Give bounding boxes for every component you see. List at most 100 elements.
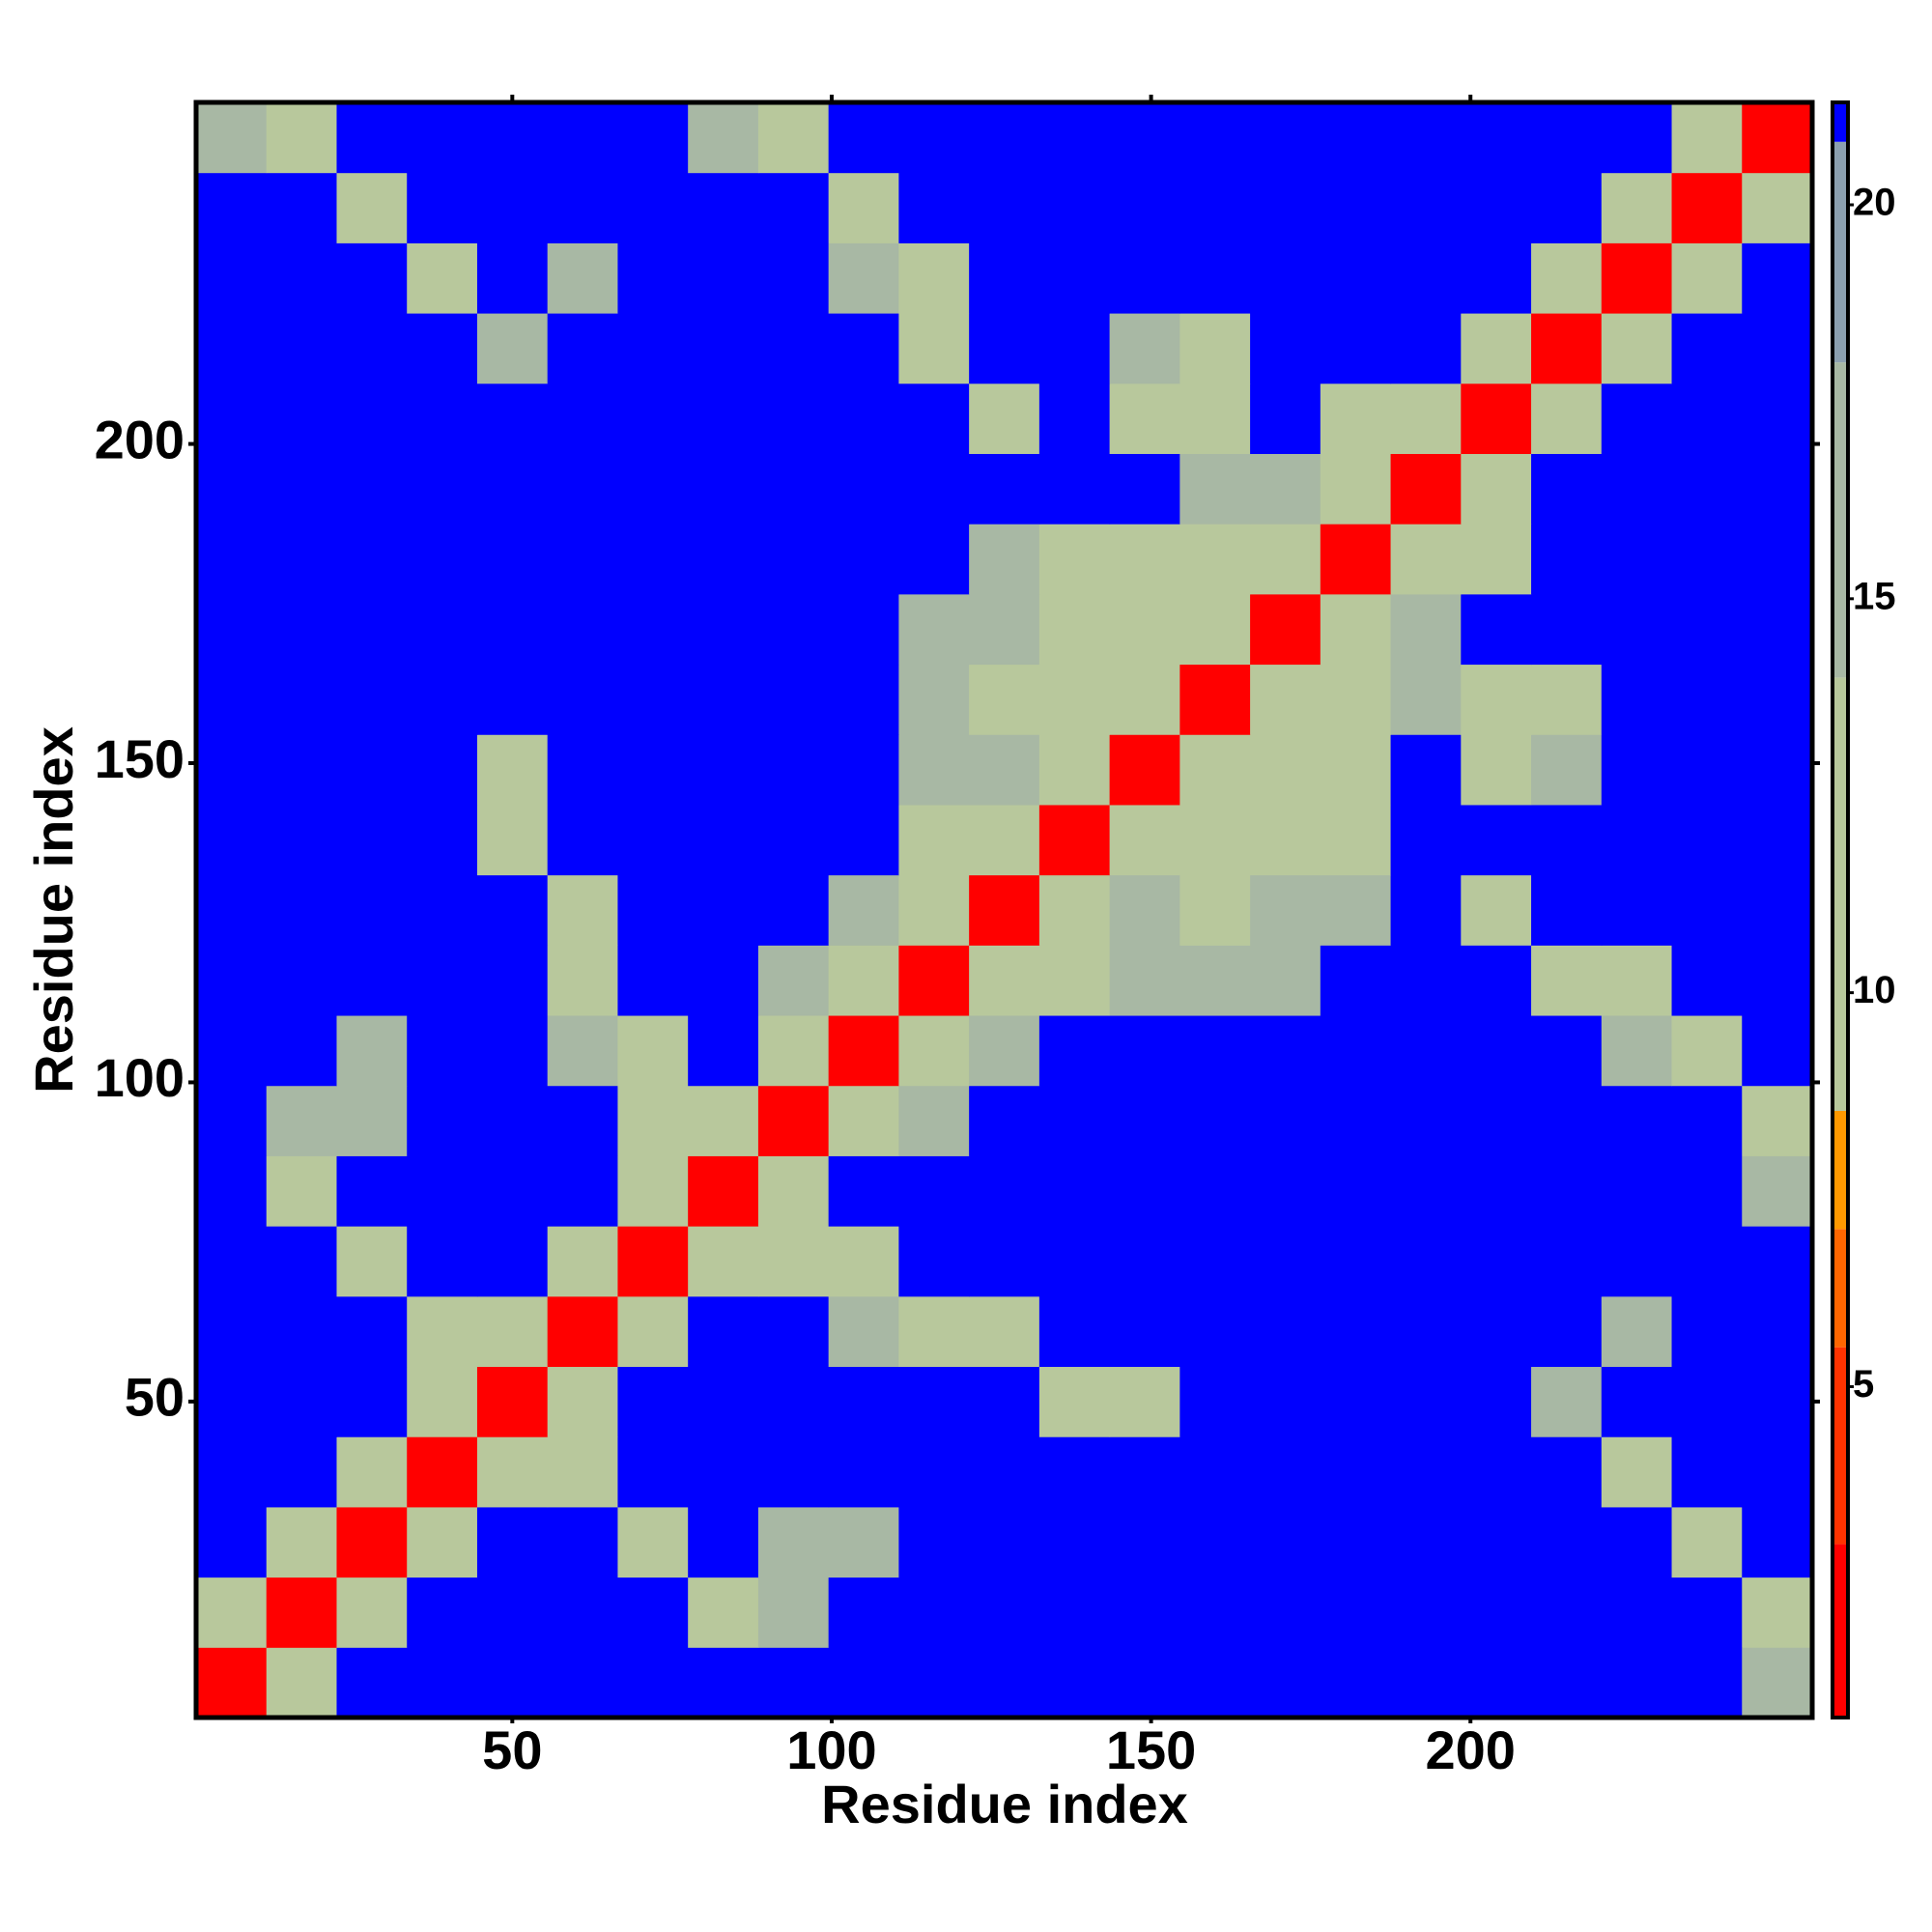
heatmap-cell: [1250, 593, 1321, 666]
heatmap-cell: [898, 874, 970, 946]
heatmap-cell: [1461, 874, 1532, 946]
heatmap-cell: [1390, 172, 1462, 243]
heatmap-cell: [1531, 593, 1603, 666]
heatmap-cell: [1320, 1647, 1392, 1719]
heatmap-cell: [1742, 734, 1813, 806]
heatmap-cell: [617, 1155, 689, 1227]
heatmap-cell: [1671, 1436, 1743, 1508]
heatmap-cell: [1109, 172, 1180, 243]
heatmap-cell: [757, 1647, 830, 1719]
heatmap-cell: [828, 1506, 899, 1578]
heatmap-cell: [1461, 383, 1532, 454]
heatmap-cell: [1179, 1506, 1251, 1578]
heatmap-cell: [898, 313, 970, 384]
plot-frame: [193, 99, 1815, 1720]
heatmap-cell: [828, 1015, 899, 1087]
heatmap-cell: [1250, 1155, 1321, 1227]
heatmap-cell: [336, 1295, 408, 1368]
heatmap-cell: [476, 102, 549, 174]
heatmap-cell: [1250, 874, 1321, 946]
y-tick-label: 150: [95, 728, 185, 789]
heatmap-cell: [407, 945, 478, 1016]
heatmap-cell: [1179, 102, 1251, 174]
heatmap-cell: [828, 1436, 899, 1508]
heatmap-cell: [476, 453, 549, 525]
heatmap-cell: [969, 945, 1040, 1016]
heatmap-cell: [1742, 1155, 1813, 1227]
colorbar-frame: [1831, 100, 1850, 1719]
heatmap-cell: [196, 102, 268, 174]
heatmap-cell: [1601, 102, 1673, 174]
heatmap-cell: [757, 1226, 830, 1297]
y-tick-label: 100: [95, 1047, 185, 1108]
heatmap-cell: [1250, 1015, 1321, 1087]
heatmap-cell: [1179, 453, 1251, 525]
heatmap-cell: [1390, 1647, 1462, 1719]
heatmap-cell: [1320, 945, 1392, 1016]
colorbar-segment: [1833, 677, 1848, 1111]
heatmap-cell: [617, 1647, 689, 1719]
heatmap-cell: [757, 1015, 830, 1087]
heatmap-cell: [688, 1226, 759, 1297]
heatmap-cell: [969, 593, 1040, 666]
heatmap-cell: [1390, 804, 1462, 876]
heatmap-cell: [1179, 664, 1251, 735]
heatmap-cell: [688, 1506, 759, 1578]
heatmap-cell: [617, 453, 689, 525]
colorbar-segment: [1833, 141, 1848, 363]
heatmap-cell: [969, 313, 1040, 384]
heatmap-cell: [969, 524, 1040, 595]
heatmap-cell: [1038, 1366, 1111, 1437]
heatmap-cell: [1109, 1366, 1180, 1437]
heatmap-cell: [1601, 453, 1673, 525]
heatmap-cell: [1671, 242, 1743, 314]
heatmap-cell: [1671, 1226, 1743, 1297]
x-tick-label: 150: [1106, 1719, 1196, 1780]
x-tick-label: 50: [482, 1719, 542, 1780]
heatmap-cell: [336, 1647, 408, 1719]
heatmap-cell: [1250, 1436, 1321, 1508]
heatmap-cell: [688, 313, 759, 384]
heatmap-cell: [407, 1577, 478, 1648]
heatmap-cell: [336, 945, 408, 1016]
heatmap-cell: [969, 734, 1040, 806]
heatmap-cell: [1671, 1366, 1743, 1437]
heatmap-cell: [617, 874, 689, 946]
heatmap-cell: [476, 1085, 549, 1156]
heatmap-cell: [476, 1366, 549, 1437]
heatmap-cell: [1179, 804, 1251, 876]
heatmap-cell: [1179, 1085, 1251, 1156]
heatmap-cell: [336, 734, 408, 806]
heatmap-cell: [196, 242, 268, 314]
heatmap-cell: [196, 874, 268, 946]
heatmap-cell: [1390, 1506, 1462, 1578]
heatmap-cell: [1109, 664, 1180, 735]
heatmap-cell: [1320, 874, 1392, 946]
heatmap-cell: [476, 804, 549, 876]
heatmap-cell: [1179, 1577, 1251, 1648]
heatmap-cell: [1671, 874, 1743, 946]
heatmap-cell: [1038, 664, 1111, 735]
heatmap-cell: [266, 1226, 337, 1297]
heatmap-cell: [407, 1436, 478, 1508]
heatmap-cell: [1320, 1015, 1392, 1087]
heatmap-cell: [1179, 242, 1251, 314]
heatmap-cell: [617, 1295, 689, 1368]
heatmap-cell: [1038, 1436, 1111, 1508]
heatmap-cell: [1461, 1647, 1532, 1719]
heatmap-cell: [1179, 1155, 1251, 1227]
heatmap-cell: [547, 874, 618, 946]
heatmap-cell: [1109, 1015, 1180, 1087]
heatmap-cell: [336, 524, 408, 595]
heatmap-cell: [969, 1015, 1040, 1087]
heatmap-cell: [547, 453, 618, 525]
heatmap-cell: [407, 242, 478, 314]
heatmap-cell: [828, 1295, 899, 1368]
heatmap-cell: [828, 1577, 899, 1648]
heatmap-cell: [1601, 1295, 1673, 1368]
heatmap-cell: [1742, 1366, 1813, 1437]
heatmap-cell: [1531, 1015, 1603, 1087]
heatmap-cell: [969, 874, 1040, 946]
heatmap-cell: [828, 664, 899, 735]
heatmap-cell: [1109, 593, 1180, 666]
